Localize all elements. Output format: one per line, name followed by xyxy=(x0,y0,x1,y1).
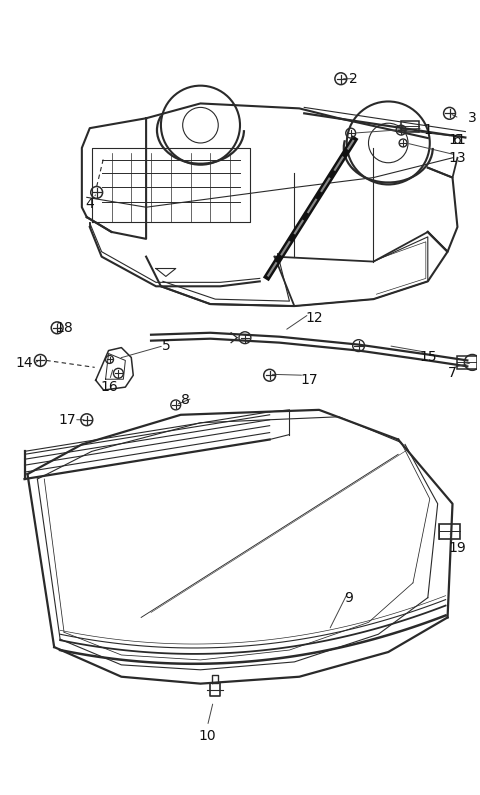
Text: 17: 17 xyxy=(300,373,318,387)
Text: 17: 17 xyxy=(58,413,76,427)
Text: 2: 2 xyxy=(349,72,358,86)
Text: 7: 7 xyxy=(448,366,457,380)
Text: 12: 12 xyxy=(305,311,323,325)
Text: 13: 13 xyxy=(449,151,466,165)
Bar xyxy=(439,524,460,539)
Text: 4: 4 xyxy=(85,197,94,211)
Text: 14: 14 xyxy=(16,356,33,370)
Text: 16: 16 xyxy=(101,380,119,394)
Text: 3: 3 xyxy=(468,111,477,126)
Text: 9: 9 xyxy=(344,591,353,605)
Bar xyxy=(457,356,477,369)
Text: 5: 5 xyxy=(161,339,170,353)
Text: 6: 6 xyxy=(453,133,462,147)
Text: 8: 8 xyxy=(181,393,190,407)
Text: 19: 19 xyxy=(449,541,467,555)
Text: 15: 15 xyxy=(419,351,437,364)
Text: 11: 11 xyxy=(449,133,467,147)
Text: 10: 10 xyxy=(199,729,216,743)
Bar xyxy=(401,121,419,132)
Text: 1: 1 xyxy=(423,123,432,137)
Text: 18: 18 xyxy=(55,321,73,335)
